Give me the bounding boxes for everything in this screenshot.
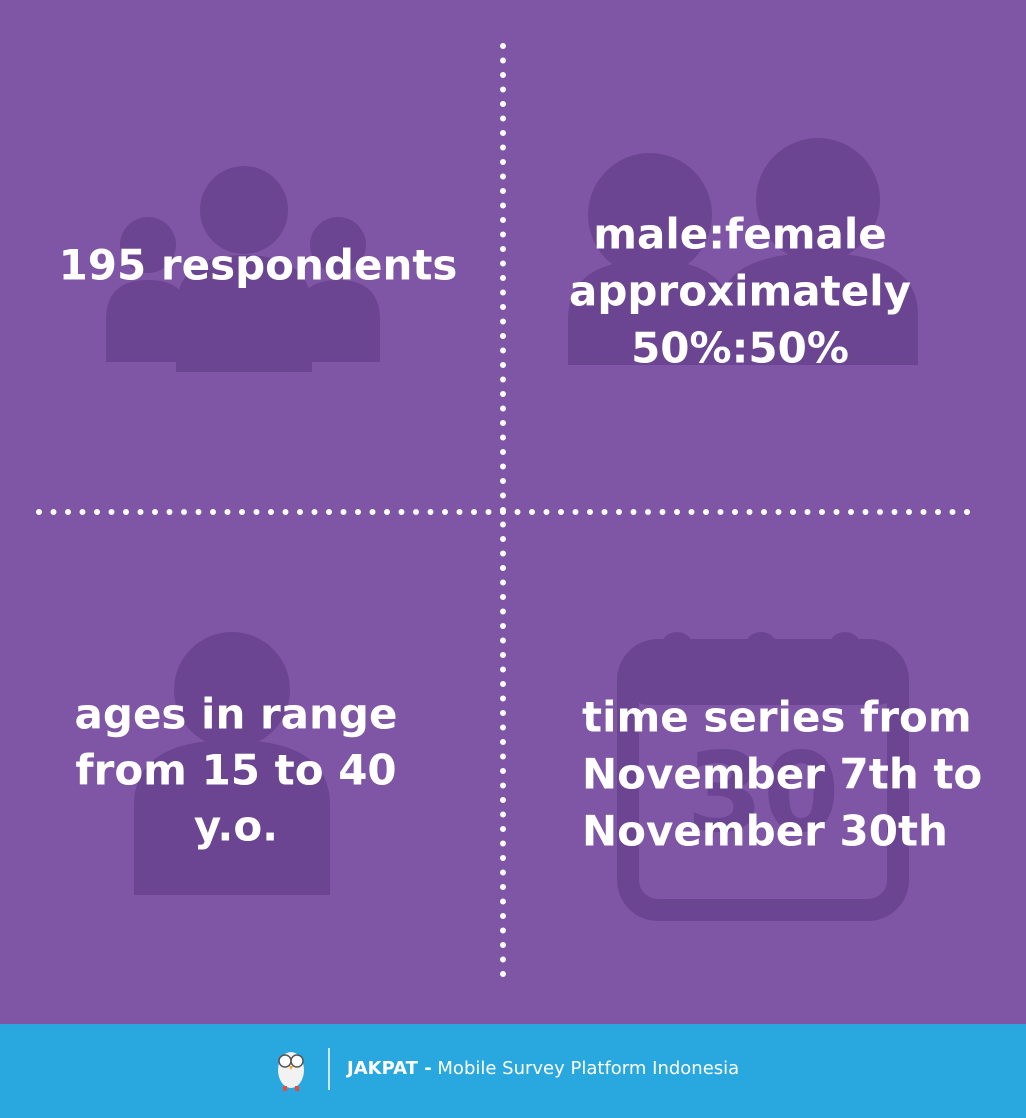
quadrant-line: 195 respondents [59,241,458,290]
quadrant-line: 50%:50% [631,324,849,373]
quadrant-texts: 195 respondents male:female approximately 5… [59,210,983,856]
footer-bar [0,1024,1026,1118]
gender-icon [568,138,918,365]
quadrant-line: from 15 to 40 [75,746,396,795]
calendar-day: 30 [686,728,839,856]
quadrant-line: November 7th to [582,750,982,799]
calendar-icon: 30 [617,632,909,921]
quadrant-line: November 30th [582,807,948,856]
footer-text: JAKPAT - Mobile Survey Platform Indonesi… [345,1058,739,1079]
group-icon [106,166,380,372]
quadrant-line: male:female [593,210,887,259]
owl-logo [278,1052,304,1091]
quadrant-line: time series from [582,693,972,742]
brand: JAKPAT - [345,1058,432,1079]
quadrant-line: y.o. [194,802,278,851]
quadrant-line: ages in range [75,690,398,739]
tagline: Mobile Survey Platform Indonesia [437,1058,739,1079]
quadrant-line: approximately [569,267,911,316]
person-icon [134,632,330,895]
